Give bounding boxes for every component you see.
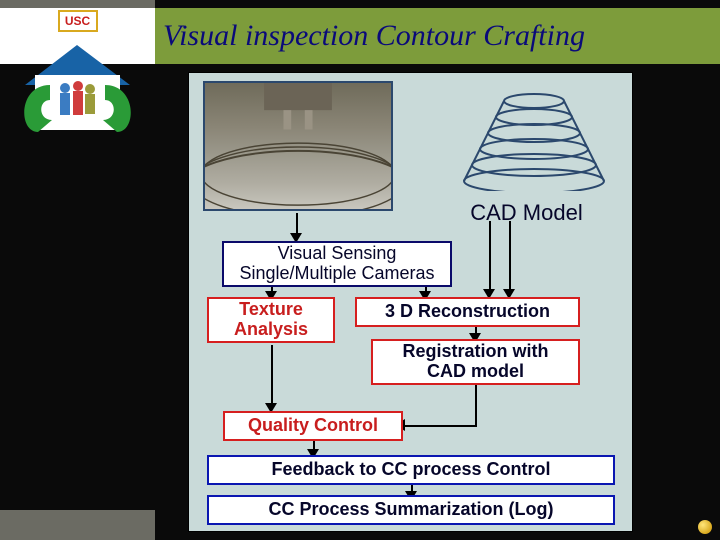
box-line: Feedback to CC process Control <box>271 460 550 480</box>
cad-model-label: CAD Model <box>439 200 614 226</box>
box-quality-control: Quality Control <box>223 411 403 441</box>
house-logo <box>10 40 145 155</box>
arrow-stem <box>296 213 298 235</box>
box-line: Visual Sensing <box>278 244 397 264</box>
cad-model-block: CAD Model <box>439 81 614 226</box>
box-registration: Registration with CAD model <box>371 339 580 385</box>
box-feedback: Feedback to CC process Control <box>207 455 615 485</box>
page-title: Visual inspection Contour Crafting <box>163 19 585 53</box>
box-line: Analysis <box>234 320 308 340</box>
box-line: CC Process Summarization (Log) <box>268 500 553 520</box>
box-line: CAD model <box>427 362 524 382</box>
usc-logo: USC <box>58 10 98 32</box>
box-3d-reconstruction: 3 D Reconstruction <box>355 297 580 327</box>
flowchart-panel: CAD Model Visual Sensing Single/Multiple… <box>188 72 633 532</box>
arrow-stem <box>475 385 477 425</box>
sidebar-footer-strip <box>0 510 155 540</box>
box-texture-analysis: Texture Analysis <box>207 297 335 343</box>
box-line: Single/Multiple Cameras <box>239 264 434 284</box>
box-summary: CC Process Summarization (Log) <box>207 495 615 525</box>
sidebar-top-strip <box>0 0 155 8</box>
arrow-stem <box>271 345 273 405</box>
box-line: Registration with <box>402 342 548 362</box>
box-visual-sensing: Visual Sensing Single/Multiple Cameras <box>222 241 452 287</box>
arrow-stem <box>489 221 491 291</box>
arrow-stem <box>509 221 511 291</box>
title-bar: Visual inspection Contour Crafting <box>155 8 720 64</box>
box-line: Quality Control <box>248 416 378 436</box>
camera-photo <box>203 81 393 211</box>
box-line: 3 D Reconstruction <box>385 302 550 322</box>
next-slide-icon[interactable] <box>698 520 712 534</box>
arrow-stem-h <box>403 425 477 427</box>
box-line: Texture <box>239 300 303 320</box>
